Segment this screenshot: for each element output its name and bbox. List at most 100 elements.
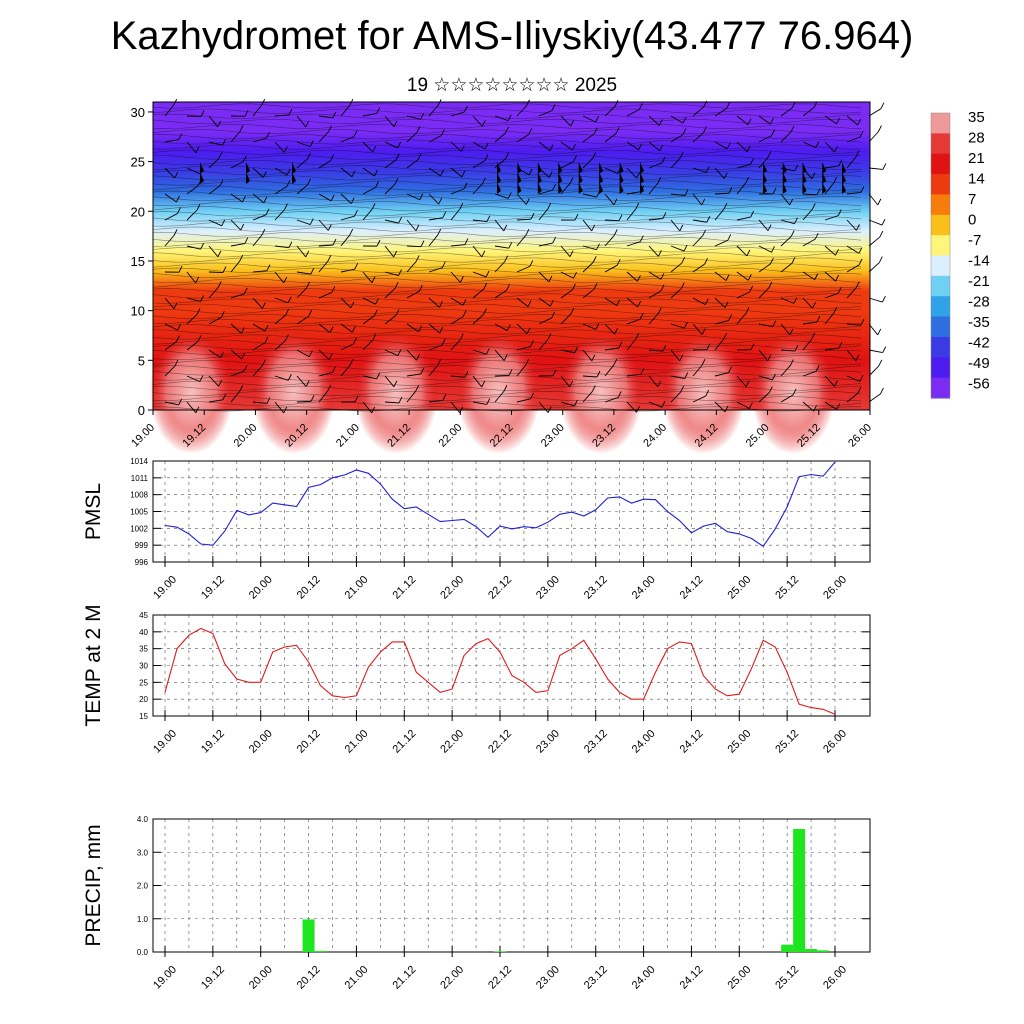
warm-surface-blob [149,330,234,454]
x-tick-label: 20.12 [295,728,323,756]
precip-bar [817,950,830,952]
colorbar-label: -28 [968,294,990,311]
precip-bar [805,949,818,952]
x-tick-label: 23.12 [582,728,610,756]
colorbar-label: 21 [968,150,985,167]
grid-lines [153,614,870,717]
warm-surface-blob [251,330,336,454]
x-tick-label: 20.00 [247,574,275,602]
colorbar-swatch [931,255,950,277]
x-tick-label: 20.00 [232,422,260,450]
y-tick-label: 3.0 [137,848,149,857]
y-tick-label: 996 [135,558,149,567]
x-tick-label: 22.00 [438,964,466,992]
x-tick-label: 26.00 [846,422,874,450]
contour-lines [152,103,862,412]
y-tick-label: 30 [139,662,148,671]
x-tick-label: 20.12 [295,964,323,992]
x-tick-label: 21.00 [343,728,371,756]
colorbar-swatch [931,275,950,297]
x-tick-label: 23.00 [534,574,562,602]
y-tick-label: 1014 [130,457,148,466]
x-tick-label: 25.00 [725,964,753,992]
x-tick-label: 24.00 [630,574,658,602]
colorbar-label: 35 [968,109,985,126]
colorbar-frame [930,112,951,399]
colorbar-swatch [931,377,950,399]
y-tick-label: 5 [138,353,145,368]
x-tick-label: 20.12 [295,574,323,602]
colorbar-label: 7 [968,191,976,208]
x-tick-label: 23.12 [582,574,610,602]
grid-lines [153,818,870,953]
precip-bar [314,951,327,952]
precip-bar [494,951,506,952]
x-tick-label: 20.00 [247,964,275,992]
y-tick-label: 30 [131,105,145,120]
x-tick-label: 24.00 [630,728,658,756]
x-tick-label: 22.00 [438,574,466,602]
x-tick-label: 21.12 [390,574,418,602]
y-tick-label: 15 [131,254,145,269]
colorbar-label: -56 [968,376,990,393]
x-tick-label: 21.00 [334,422,362,450]
page-title: Kazhydromet for AMS-Iliyskiy(43.477 76.9… [110,14,914,58]
x-tick-label: 24.12 [678,964,706,992]
colorbar-swatch [931,296,950,318]
x-tick-label: 24.00 [641,422,669,450]
colorbar-label: -49 [968,355,990,372]
colorbar-swatch [931,336,950,358]
x-tick-label: 19.00 [151,574,179,602]
x-tick-label: 21.12 [390,964,418,992]
x-tick-label: 25.00 [725,574,753,602]
x-tick-label: 26.00 [821,728,849,756]
y-tick-label: 35 [139,645,148,654]
colorbar-label: -42 [968,335,990,352]
y-tick-label: 40 [139,628,148,637]
warm-surface-blob [456,330,541,454]
y-tick-label: 999 [135,541,149,550]
x-tick-label: 22.12 [486,574,514,602]
colorbar-label: -35 [968,314,990,331]
colorbar-label: -7 [968,232,981,249]
y-tick-label: 1011 [131,474,149,483]
y-tick-label: 20 [139,695,148,704]
y-tick-label: 20 [131,204,145,219]
warm-surface-blob [559,330,644,454]
colorbar-swatch [931,235,950,257]
x-tick-label: 25.00 [725,728,753,756]
x-tick-label: 22.12 [486,728,514,756]
y-tick-label: 1008 [130,491,148,500]
x-tick-label: 19.00 [129,422,157,450]
y-tick-label: 1002 [130,524,148,533]
x-tick-label: 24.00 [630,964,658,992]
x-tick-label: 26.00 [821,964,849,992]
page-subtitle: 19 ☆☆☆☆☆☆☆☆ 2025 [406,75,618,96]
colorbar-swatch [931,113,950,134]
y-tick-label: 0.0 [137,948,149,957]
y-tick-label: 45 [139,611,148,620]
precip-bar [793,828,806,952]
y-tick-label: 1005 [130,508,148,517]
grid-lines [153,460,870,563]
x-tick-label: 21.00 [343,964,371,992]
y-tick-label: 25 [139,678,148,687]
colorbar-label: -21 [968,273,990,290]
x-tick-label: 19.00 [151,728,179,756]
y-axis-title: PMSL [82,483,105,540]
x-tick-label: 25.12 [773,964,801,992]
warm-surface-blob [354,330,439,454]
x-tick-label: 22.00 [438,728,466,756]
warm-surface-blob [661,330,746,454]
series-line [164,627,836,715]
x-tick-label: 23.00 [534,964,562,992]
x-tick-label: 19.12 [199,574,227,602]
x-tick-label: 24.12 [678,574,706,602]
x-tick-label: 19.00 [151,964,179,992]
x-tick-label: 24.12 [678,728,706,756]
precip-bar [302,919,315,952]
y-tick-label: 0 [138,403,145,418]
warm-surface-blob [751,330,836,454]
x-tick-label: 19.12 [199,964,227,992]
